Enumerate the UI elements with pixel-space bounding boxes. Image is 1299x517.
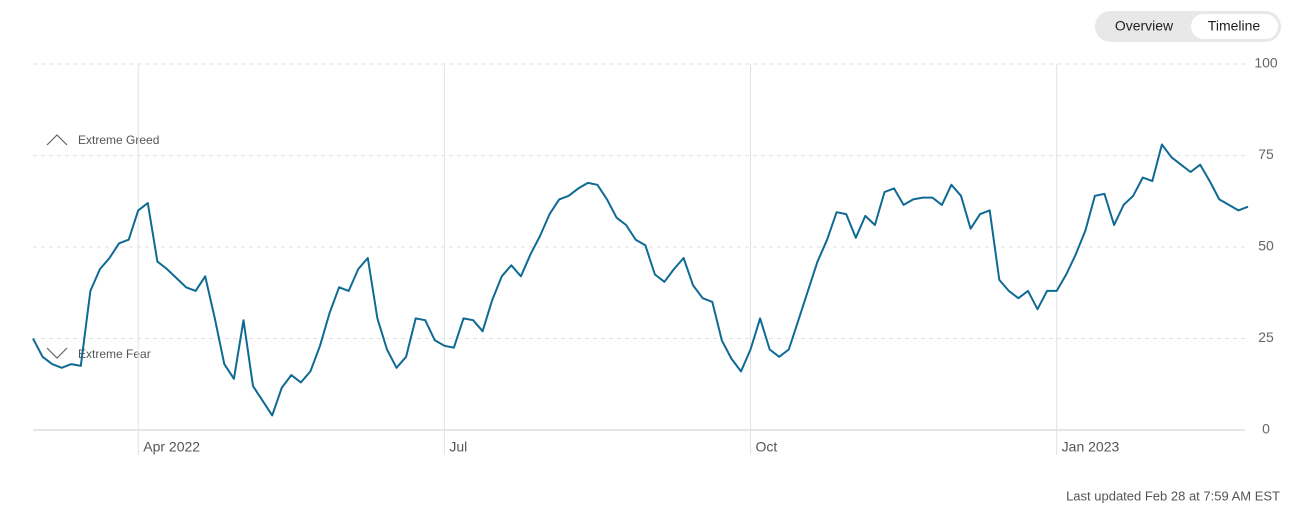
x-tick-label: Apr 2022 <box>143 439 200 455</box>
greed-icon <box>46 134 68 146</box>
y-tick-label: 50 <box>1258 238 1274 254</box>
x-tick-label: Jan 2023 <box>1062 439 1120 455</box>
toggle-active <box>1191 14 1278 39</box>
x-tick-label: Oct <box>756 439 778 455</box>
annotation-greed: Extreme Greed <box>78 133 159 147</box>
fear-icon <box>46 347 68 359</box>
footer: Last updated Feb 28 at 7:59 AM EST <box>1066 488 1280 503</box>
tab-overview[interactable]: Overview <box>1115 18 1174 34</box>
y-tick-label: 25 <box>1258 329 1274 345</box>
x-tick-label: Jul <box>449 439 467 455</box>
y-tick-label: 0 <box>1262 421 1270 437</box>
y-tick-label: 75 <box>1258 146 1274 162</box>
y-tick-label: 100 <box>1254 55 1278 71</box>
annotation-fear: Extreme Fear <box>78 347 151 361</box>
tab-timeline[interactable]: Timeline <box>1208 18 1261 34</box>
series-line <box>32 143 1249 417</box>
